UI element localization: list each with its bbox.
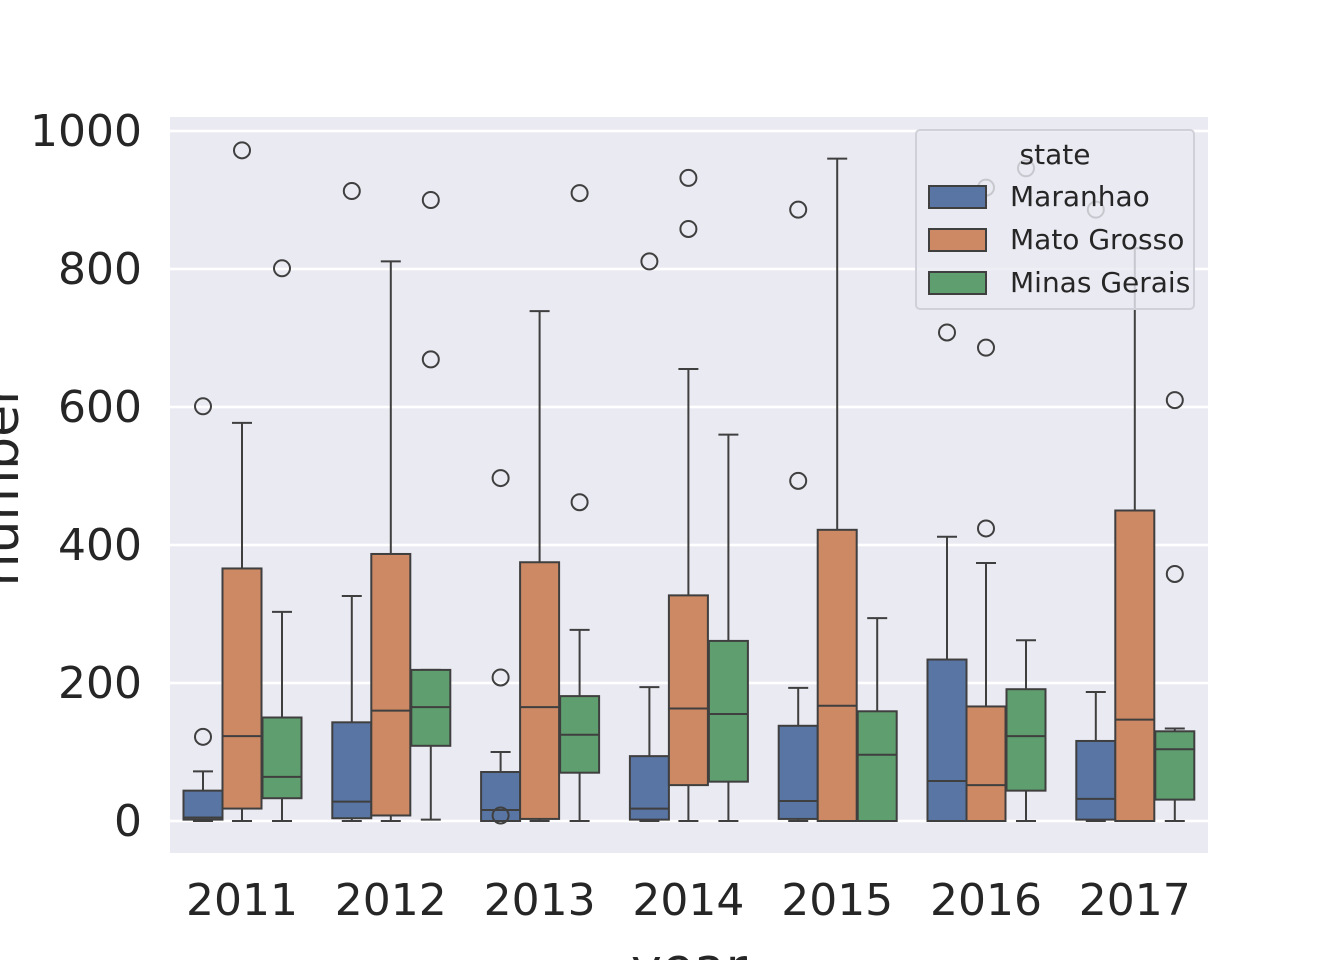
legend-swatch [928, 185, 987, 209]
box-body [816, 528, 858, 822]
box [777, 200, 819, 822]
outlier-point [194, 727, 212, 746]
outlier-point [233, 141, 251, 160]
legend-label: Mato Grosso [1010, 223, 1184, 256]
outlier-point [342, 182, 361, 201]
box [480, 469, 522, 825]
box-body [1114, 509, 1156, 822]
outlier-point [640, 252, 659, 271]
outlier-point [491, 806, 510, 825]
outlier-point [789, 471, 808, 490]
x-tick-label: 2016 [930, 875, 1042, 926]
box [628, 252, 670, 822]
x-tick-label: 2013 [484, 875, 596, 926]
box-body [331, 721, 373, 820]
box-body [926, 658, 968, 822]
outlier-point [421, 191, 440, 209]
y-tick-label: 600 [58, 382, 142, 433]
legend-swatch [928, 271, 987, 295]
y-tick-label: 0 [114, 796, 142, 847]
legend-entries: Maranhao Mato Grosso Minas Gerais [928, 180, 1190, 299]
box-body [777, 724, 819, 820]
legend-title: state [1020, 138, 1091, 171]
outlier-point [570, 493, 589, 512]
outlier-point [679, 219, 698, 238]
y-tick-label: 1000 [30, 106, 142, 157]
outlier-point [789, 200, 808, 219]
box-body [628, 755, 670, 821]
x-tick-label: 2015 [781, 875, 893, 926]
outlier-point [938, 323, 956, 342]
outlier-point [273, 259, 291, 278]
box [926, 323, 968, 822]
box [261, 259, 303, 822]
legend-frame [915, 129, 1195, 310]
series-minas-gerais [261, 159, 1196, 822]
x-tick-label: 2012 [335, 875, 447, 926]
box-body [261, 716, 303, 800]
series-maranhao [182, 182, 1117, 825]
x-tick-label: 2014 [632, 875, 744, 926]
box [1075, 200, 1117, 822]
outlier-point [491, 469, 510, 488]
box-body [965, 705, 1007, 823]
outlier-point [194, 397, 212, 416]
outlier-point [977, 519, 995, 538]
box-body [182, 789, 224, 821]
box-groups [182, 141, 1196, 825]
outlier-point [679, 168, 698, 187]
box [221, 141, 263, 822]
box [559, 184, 601, 822]
box [707, 433, 749, 822]
box [667, 168, 709, 822]
box [519, 310, 561, 822]
x-tick-labels: 2011 2012 2013 2014 2015 2016 2017 [186, 875, 1191, 926]
legend-swatch [928, 228, 987, 252]
outlier-point [421, 350, 440, 369]
y-tick-labels: 0 200 400 600 800 1000 [30, 106, 142, 847]
box-body [370, 552, 412, 817]
box [1114, 247, 1156, 822]
box-body [667, 594, 709, 787]
box-body [519, 561, 561, 820]
x-axis-label: year [631, 938, 748, 960]
box [856, 617, 898, 822]
y-tick-label: 200 [58, 658, 142, 709]
box [816, 157, 858, 822]
y-tick-label: 400 [58, 520, 142, 571]
outlier-point [491, 668, 510, 687]
box [331, 182, 373, 822]
x-tick-label: 2011 [186, 875, 298, 926]
box-body [856, 710, 898, 822]
box-body [1075, 739, 1117, 821]
box [410, 191, 452, 821]
box-body [480, 771, 522, 823]
box-body [1154, 730, 1196, 801]
y-tick-label: 800 [58, 244, 142, 295]
outlier-point [977, 338, 995, 357]
y-axis-label: number [0, 383, 31, 587]
legend-label: Maranhao [1010, 180, 1150, 213]
legend-label: Minas Gerais [1010, 266, 1190, 299]
legend: state Maranhao Mato Grosso Minas Gerais [915, 129, 1195, 310]
box-body [707, 639, 749, 783]
box [370, 260, 412, 822]
box [1005, 159, 1047, 822]
box-body [1005, 688, 1047, 792]
series-mato-grosso [221, 141, 1156, 823]
x-tick-label: 2017 [1079, 875, 1191, 926]
box-body [221, 567, 263, 810]
outlier-point [570, 184, 589, 203]
box [1154, 391, 1196, 822]
outlier-point [1165, 564, 1184, 583]
outlier-point [1165, 391, 1184, 410]
